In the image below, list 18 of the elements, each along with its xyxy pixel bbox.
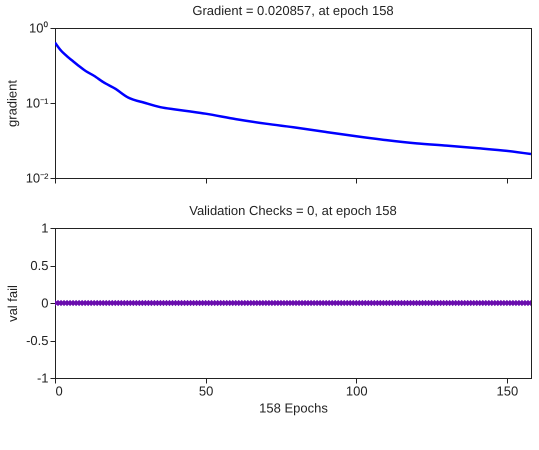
x-tick-label: 50 [198,384,214,398]
y-tick-label: 1 [41,220,48,236]
line-series [55,41,531,156]
y-tick-label: 0.5 [30,258,48,273]
y-tick-label: 10⁻¹ [26,96,50,110]
chart-title: Gradient = 0.020857, at epoch 158 [192,3,394,18]
y-axis-title: gradient [4,80,20,127]
x-axis-title: 158 Epochs [259,400,328,416]
chart-title: Validation Checks = 0, at epoch 158 [189,203,397,218]
x-tick-label: 0 [56,384,63,398]
y-tick-label: -1 [36,370,48,386]
x-tick-label: 150 [496,384,518,398]
y-axis-title: val fail [5,284,20,322]
y-tick-label: 0 [41,296,48,310]
y-tick-label: -0.5 [26,333,48,348]
y-tick-label: 10⁰ [29,20,48,36]
x-tick-label: 100 [346,384,368,398]
y-tick-label: 10⁻² [26,170,50,186]
